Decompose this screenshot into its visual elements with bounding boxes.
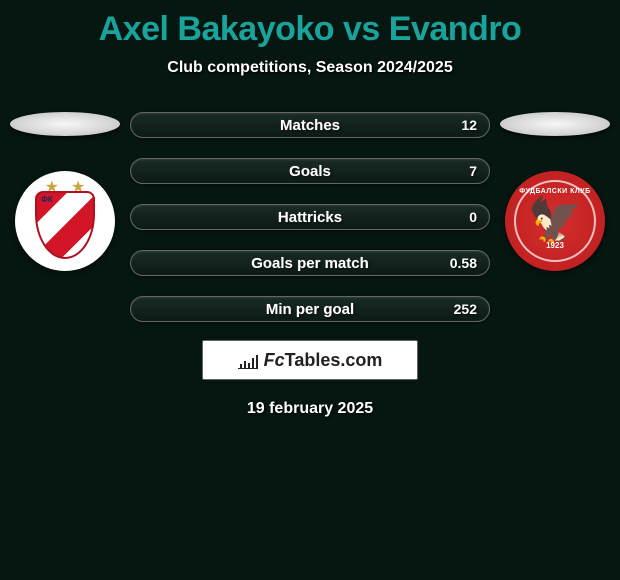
eagle-icon: 🦅 — [528, 199, 583, 243]
subtitle: Club competitions, Season 2024/2025 — [167, 59, 452, 77]
stat-value-right: 0 — [469, 209, 477, 225]
stat-row-goals-per-match: Goals per match 0.58 — [130, 250, 490, 276]
brand-prefix: Fc — [264, 350, 285, 370]
stat-value-right: 0.58 — [450, 255, 477, 271]
stat-label: Goals — [289, 163, 331, 180]
snapshot-date: 19 february 2025 — [247, 400, 373, 418]
brand-suffix: Tables.com — [285, 350, 383, 370]
team-right-logo: ФУДБАЛСКИ КЛУБ 🦅 1923 — [505, 171, 605, 271]
stat-value-right: 7 — [469, 163, 477, 179]
stat-label: Goals per match — [251, 255, 369, 272]
vs-label: vs — [343, 10, 380, 48]
right-column: ФУДБАЛСКИ КЛУБ 🦅 1923 — [500, 112, 610, 271]
comparison-body: ★★ ФК Matches 12 Goals 7 Hattricks 0 Goa… — [0, 112, 620, 322]
logo-inner-ring: ФУДБАЛСКИ КЛУБ 🦅 1923 — [514, 180, 596, 262]
stat-value-right: 252 — [454, 301, 477, 317]
shield-icon: ФК — [35, 191, 95, 259]
stat-bars: Matches 12 Goals 7 Hattricks 0 Goals per… — [130, 112, 490, 322]
player1-name: Axel Bakayoko — [99, 10, 334, 48]
player2-name: Evandro — [389, 10, 522, 48]
stat-label: Hattricks — [278, 209, 342, 226]
brand-watermark[interactable]: FcTables.com — [202, 340, 418, 380]
brand-text: FcTables.com — [264, 350, 383, 371]
player1-avatar-placeholder — [10, 112, 120, 136]
logo-arc-text: ФУДБАЛСКИ КЛУБ — [519, 188, 590, 195]
comparison-title: Axel Bakayoko vs Evandro — [99, 10, 522, 49]
team-left-logo: ★★ ФК — [15, 171, 115, 271]
stat-label: Matches — [280, 117, 340, 134]
stat-row-hattricks: Hattricks 0 — [130, 204, 490, 230]
left-column: ★★ ФК — [10, 112, 120, 271]
logo-year: 1923 — [546, 241, 564, 250]
stat-row-goals: Goals 7 — [130, 158, 490, 184]
chart-icon — [238, 351, 258, 369]
stat-label: Min per goal — [266, 301, 354, 318]
stat-row-matches: Matches 12 — [130, 112, 490, 138]
stat-value-right: 12 — [461, 117, 477, 133]
stat-row-min-per-goal: Min per goal 252 — [130, 296, 490, 322]
player2-avatar-placeholder — [500, 112, 610, 136]
